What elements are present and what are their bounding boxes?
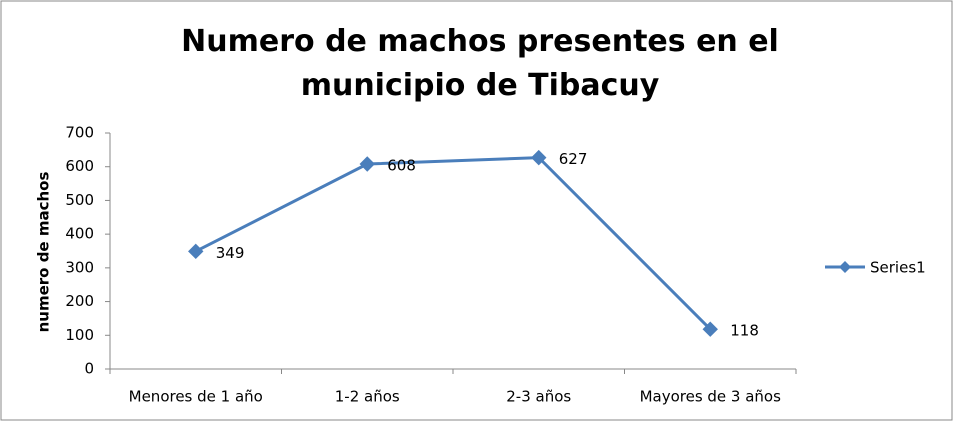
data-point <box>702 321 718 337</box>
y-tick-label: 200 <box>65 292 94 310</box>
data-label: 608 <box>387 157 416 175</box>
y-axis-label: numero de machos <box>35 172 53 333</box>
y-tick-label: 0 <box>84 360 94 378</box>
data-label: 349 <box>216 244 245 262</box>
chart-title: Numero de machos presentes en el municip… <box>181 24 779 103</box>
x-tick-label: 2-3 años <box>506 388 571 406</box>
x-tick-label: 1-2 años <box>335 388 400 406</box>
x-tick-label: Mayores de 3 años <box>640 388 782 406</box>
series-line <box>195 156 712 331</box>
data-label: 118 <box>730 322 759 340</box>
y-tick-label: 100 <box>65 326 94 344</box>
y-tick-label: 400 <box>65 225 94 243</box>
y-tick-label: 500 <box>65 191 94 209</box>
x-tick-label: Menores de 1 año <box>129 388 263 406</box>
y-tick-label: 700 <box>65 124 94 142</box>
data-label: 627 <box>559 150 588 168</box>
y-tick-label: 600 <box>65 157 94 175</box>
legend-label: Series1 <box>870 259 926 277</box>
legend-marker <box>839 261 851 273</box>
data-point <box>359 156 375 172</box>
y-tick-label: 300 <box>65 258 94 276</box>
data-point <box>531 149 547 166</box>
data-point <box>188 243 204 260</box>
